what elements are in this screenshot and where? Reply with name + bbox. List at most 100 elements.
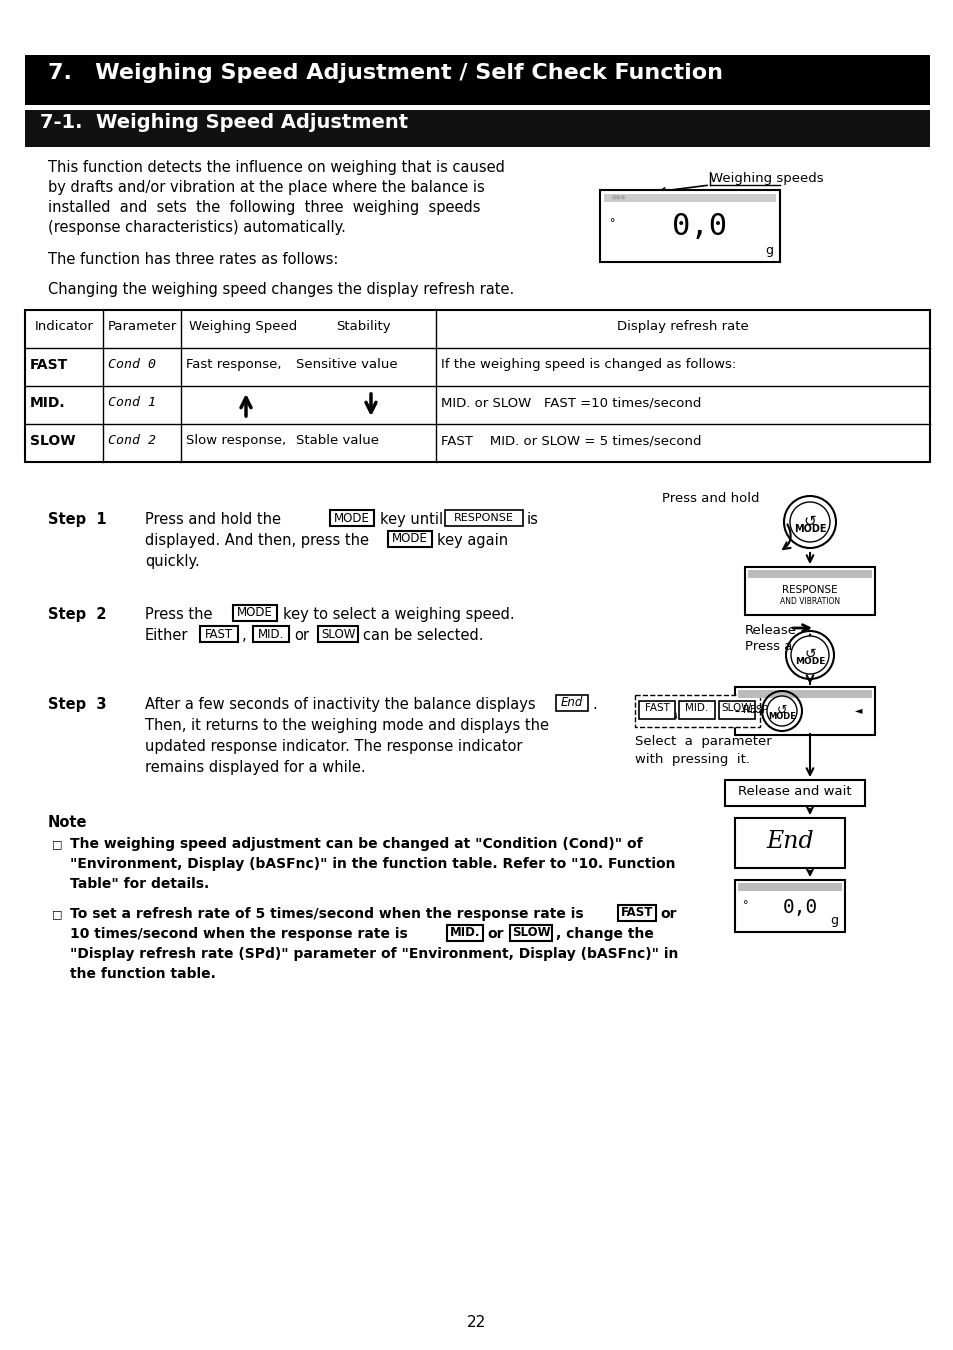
Text: Press and hold: Press and hold (661, 491, 760, 505)
Text: Changing the weighing speed changes the display refresh rate.: Changing the weighing speed changes the … (48, 282, 514, 297)
Text: Release and wait: Release and wait (738, 784, 851, 798)
Bar (734, 687, 874, 734)
Text: .: . (592, 697, 597, 711)
Text: MODE: MODE (392, 532, 428, 545)
Text: FAST: FAST (644, 703, 669, 713)
Text: MID.: MID. (449, 926, 479, 940)
Text: SLOW: SLOW (320, 628, 355, 640)
Text: MID.: MID. (257, 628, 284, 640)
Bar (317, 626, 357, 643)
Text: °: ° (742, 900, 748, 910)
Text: 7.   Weighing Speed Adjustment / Self Check Function: 7. Weighing Speed Adjustment / Self Chec… (48, 63, 722, 82)
Text: Fast response,: Fast response, (186, 358, 281, 371)
Text: updated response indicator. The response indicator: updated response indicator. The response… (145, 738, 522, 755)
Bar (744, 567, 874, 616)
Text: °: ° (609, 217, 615, 228)
Text: ↺: ↺ (803, 647, 815, 662)
Text: with  pressing  it.: with pressing it. (635, 753, 749, 765)
Bar (734, 818, 844, 868)
Text: Display refresh rate: Display refresh rate (617, 320, 748, 333)
Text: Slow response,: Slow response, (186, 433, 286, 447)
Text: (response characteristics) automatically.: (response characteristics) automatically… (48, 220, 346, 235)
Text: Cond 0: Cond 0 (108, 358, 156, 371)
Bar (253, 626, 289, 643)
Text: FAST: FAST (205, 628, 233, 640)
Text: SLOW: SLOW (721, 703, 752, 713)
Text: SLOW: SLOW (511, 926, 550, 940)
Text: Cond 1: Cond 1 (108, 396, 156, 409)
Text: ◄: ◄ (854, 705, 862, 716)
Bar (25, 109, 929, 147)
Text: □: □ (52, 909, 63, 919)
Text: MID.: MID. (30, 396, 66, 410)
Text: ●●●: ●●● (612, 194, 625, 198)
Text: 10 times/second when the response rate is: 10 times/second when the response rate i… (70, 927, 407, 941)
Text: RESPONSE: RESPONSE (781, 585, 837, 595)
Bar (510, 925, 552, 941)
Text: Weighing Speed: Weighing Speed (189, 320, 297, 333)
Text: Release: Release (744, 624, 796, 637)
Text: Press the: Press the (145, 608, 213, 622)
Text: Sensitive value: Sensitive value (295, 358, 397, 371)
Text: Parameter: Parameter (108, 320, 176, 333)
Text: "Display refresh rate (SPd)" parameter of "Environment, Display (bASFnc)" in: "Display refresh rate (SPd)" parameter o… (70, 946, 678, 961)
Text: End: End (560, 697, 582, 710)
Text: Step  3: Step 3 (48, 697, 107, 711)
Text: 7-1.  Weighing Speed Adjustment: 7-1. Weighing Speed Adjustment (40, 113, 408, 132)
Text: quickly.: quickly. (145, 554, 199, 568)
Text: MODE: MODE (767, 711, 795, 721)
Text: key until: key until (379, 512, 442, 526)
Bar (25, 310, 929, 462)
Text: is: is (526, 512, 538, 526)
Text: g: g (829, 914, 837, 927)
Text: Stable value: Stable value (295, 433, 378, 447)
Text: Table" for details.: Table" for details. (70, 878, 209, 891)
Circle shape (790, 636, 828, 674)
Bar (724, 780, 864, 806)
Text: 0,0: 0,0 (781, 898, 817, 917)
Text: installed  and  sets  the  following  three  weighing  speeds: installed and sets the following three w… (48, 200, 480, 215)
Text: Stability: Stability (335, 320, 390, 333)
Text: can be selected.: can be selected. (363, 628, 483, 643)
Bar (734, 880, 844, 932)
Bar (719, 701, 754, 720)
Text: "Environment, Display (bASFnc)" in the function table. Refer to "10. Function: "Environment, Display (bASFnc)" in the f… (70, 857, 675, 871)
Text: RESPONSE: RESPONSE (742, 705, 795, 716)
Text: 0,0: 0,0 (672, 212, 727, 242)
Text: □: □ (52, 838, 63, 849)
Text: To set a refresh rate of 5 times/second when the response rate is: To set a refresh rate of 5 times/second … (70, 907, 583, 921)
Text: MODE: MODE (793, 524, 825, 535)
Text: or: or (486, 927, 503, 941)
Text: FAST: FAST (30, 358, 69, 373)
Text: Weighing speeds: Weighing speeds (709, 171, 822, 185)
Bar (618, 904, 656, 921)
Bar (25, 55, 929, 105)
Text: FAST    MID. or SLOW = 5 times/second: FAST MID. or SLOW = 5 times/second (440, 433, 700, 447)
Text: MID.: MID. (684, 703, 708, 713)
Text: SLOW: SLOW (30, 433, 75, 448)
Text: The function has three rates as follows:: The function has three rates as follows: (48, 252, 338, 267)
Text: The weighing speed adjustment can be changed at "Condition (Cond)" of: The weighing speed adjustment can be cha… (70, 837, 642, 850)
Text: 22: 22 (467, 1315, 486, 1330)
Text: ↺: ↺ (802, 514, 816, 529)
Text: Step  1: Step 1 (48, 512, 107, 526)
Bar (747, 570, 871, 578)
Bar (599, 190, 780, 262)
Bar (603, 194, 775, 202)
Text: key to select a weighing speed.: key to select a weighing speed. (283, 608, 514, 622)
Text: remains displayed for a while.: remains displayed for a while. (145, 760, 365, 775)
Text: Step  2: Step 2 (48, 608, 107, 622)
Bar (330, 510, 374, 526)
Text: Then, it returns to the weighing mode and displays the: Then, it returns to the weighing mode an… (145, 718, 548, 733)
Text: MODE: MODE (334, 512, 370, 525)
Text: Select  a  parameter: Select a parameter (635, 734, 771, 748)
Text: After a few seconds of inactivity the balance displays: After a few seconds of inactivity the ba… (145, 697, 535, 711)
Text: by drafts and/or vibration at the place where the balance is: by drafts and/or vibration at the place … (48, 180, 484, 194)
Bar (738, 690, 871, 698)
Text: or: or (659, 907, 676, 921)
Bar (388, 531, 432, 547)
Text: key again: key again (436, 533, 508, 548)
Text: or: or (294, 628, 309, 643)
Text: If the weighing speed is changed as follows:: If the weighing speed is changed as foll… (440, 358, 736, 371)
Text: MODE: MODE (794, 657, 824, 666)
